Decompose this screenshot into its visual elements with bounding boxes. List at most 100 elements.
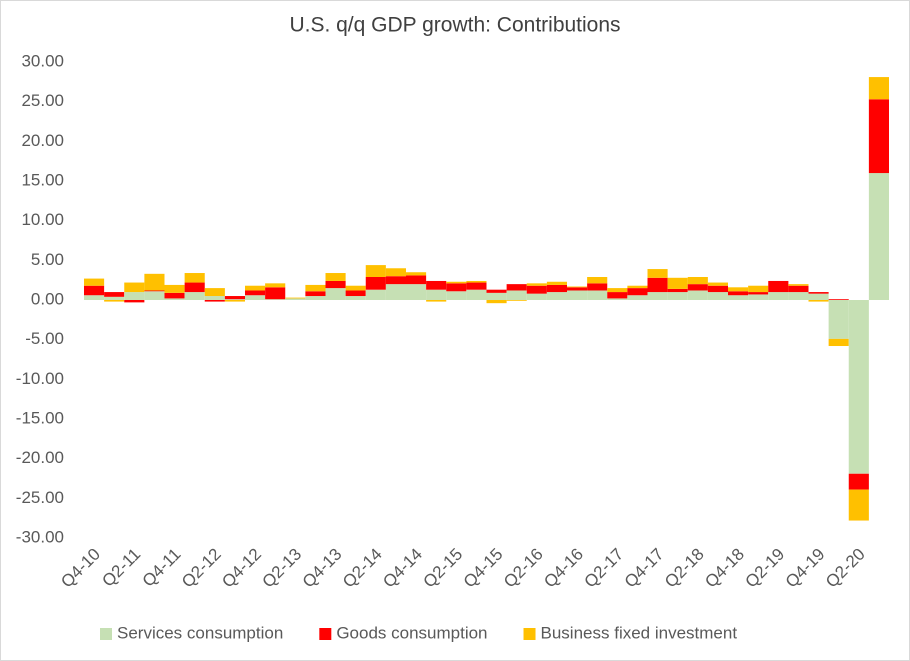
bar-segment (104, 292, 125, 297)
bar-segment (768, 292, 789, 300)
bar-segment (466, 282, 487, 290)
y-tick-label: -30.00 (16, 527, 64, 546)
bar-segment (385, 284, 406, 300)
bar-segment (385, 276, 406, 285)
y-tick-label: -20.00 (16, 448, 64, 467)
bar-segment (164, 284, 185, 293)
bar-segment (385, 268, 406, 277)
bar-segment (325, 288, 346, 300)
bar-segment (224, 296, 245, 300)
y-tick-label: -25.00 (16, 488, 64, 507)
bar-segment (84, 285, 105, 296)
bar-segment (526, 285, 547, 294)
bar-segment (184, 282, 205, 293)
bar-segment (345, 296, 366, 300)
bar-segment (84, 278, 105, 286)
bar-segment (224, 300, 245, 302)
bar-segment (426, 300, 447, 302)
bar-segment (406, 284, 427, 300)
bar-segment (446, 291, 467, 300)
bar-segment (446, 283, 467, 292)
bar-segment (788, 285, 809, 293)
bar-segment (365, 265, 386, 277)
bar-segment (144, 273, 165, 291)
bar-segment (265, 283, 286, 288)
bar-segment (546, 281, 567, 285)
bar-segment (285, 298, 306, 300)
bar-segment (345, 285, 366, 291)
bar-segment (667, 292, 688, 300)
bar-segment (587, 276, 608, 284)
bar-segment (587, 290, 608, 300)
bar-segment (567, 290, 588, 300)
bar-segment (687, 276, 708, 285)
y-tick-label: 20.00 (21, 131, 64, 150)
bar-segment (365, 289, 386, 300)
bar-segment (808, 300, 829, 302)
bar-segment (848, 300, 869, 474)
bar-segment (768, 280, 789, 293)
bar-segment (808, 293, 829, 300)
bar-segment (748, 294, 769, 300)
bar-segment (687, 290, 708, 300)
legend-swatch (523, 628, 536, 640)
bar-segment (607, 288, 628, 293)
bar-segment (245, 295, 266, 300)
bar-segment (627, 285, 648, 289)
y-tick-label: 10.00 (21, 210, 64, 229)
bar-segment (868, 77, 889, 100)
bar-segment (728, 287, 749, 292)
chart-title: U.S. q/q GDP growth: Contributions (289, 14, 620, 37)
bar-segment (305, 296, 326, 300)
bar-segment (224, 299, 245, 300)
bar-segment (506, 290, 527, 300)
bar-segment (84, 295, 105, 300)
bar-segment (506, 300, 527, 301)
bar-segment (184, 273, 205, 283)
bar-segment (406, 275, 427, 285)
y-tick-label: -10.00 (16, 369, 64, 388)
y-tick-label: 15.00 (21, 170, 64, 189)
bar-segment (265, 299, 286, 300)
bar-segment (466, 289, 487, 300)
bar-segment (144, 290, 165, 292)
bar-segment (144, 291, 165, 300)
bar-segment (707, 285, 728, 293)
bar-segment (184, 292, 205, 300)
bar-segment (587, 283, 608, 291)
legend-swatch (100, 628, 112, 640)
bar-segment (426, 289, 447, 300)
bar-segment (607, 292, 628, 299)
bar-segment (627, 295, 648, 300)
bar-segment (828, 338, 849, 347)
bar-segment (546, 284, 567, 293)
bar-segment (245, 285, 266, 291)
bar-segment (204, 288, 225, 297)
bar-segment (345, 290, 366, 297)
bar-segment (204, 300, 225, 302)
legend-label: Services consumption (117, 623, 283, 642)
bar-segment (868, 173, 889, 300)
bar-segment (325, 280, 346, 289)
legend-label: Goods consumption (336, 623, 487, 642)
y-tick-label: 25.00 (21, 91, 64, 110)
bar-segment (285, 297, 306, 299)
bar-segment (124, 282, 145, 293)
bar-segment (466, 280, 487, 283)
bar-segment (828, 300, 849, 339)
bar-segment (567, 287, 588, 291)
bar-segment (506, 284, 527, 291)
y-tick-label: -5.00 (25, 329, 64, 348)
bar-segment (647, 292, 668, 300)
y-tick-label: 30.00 (21, 51, 64, 70)
legend-label: Business fixed investment (541, 623, 738, 642)
bar-segment (526, 283, 547, 286)
bar-segment (567, 286, 588, 288)
bar-segment (848, 473, 869, 490)
bar-segment (104, 300, 125, 302)
bar-segment (728, 295, 749, 300)
bar-segment (788, 292, 809, 300)
bar-segment (707, 282, 728, 286)
